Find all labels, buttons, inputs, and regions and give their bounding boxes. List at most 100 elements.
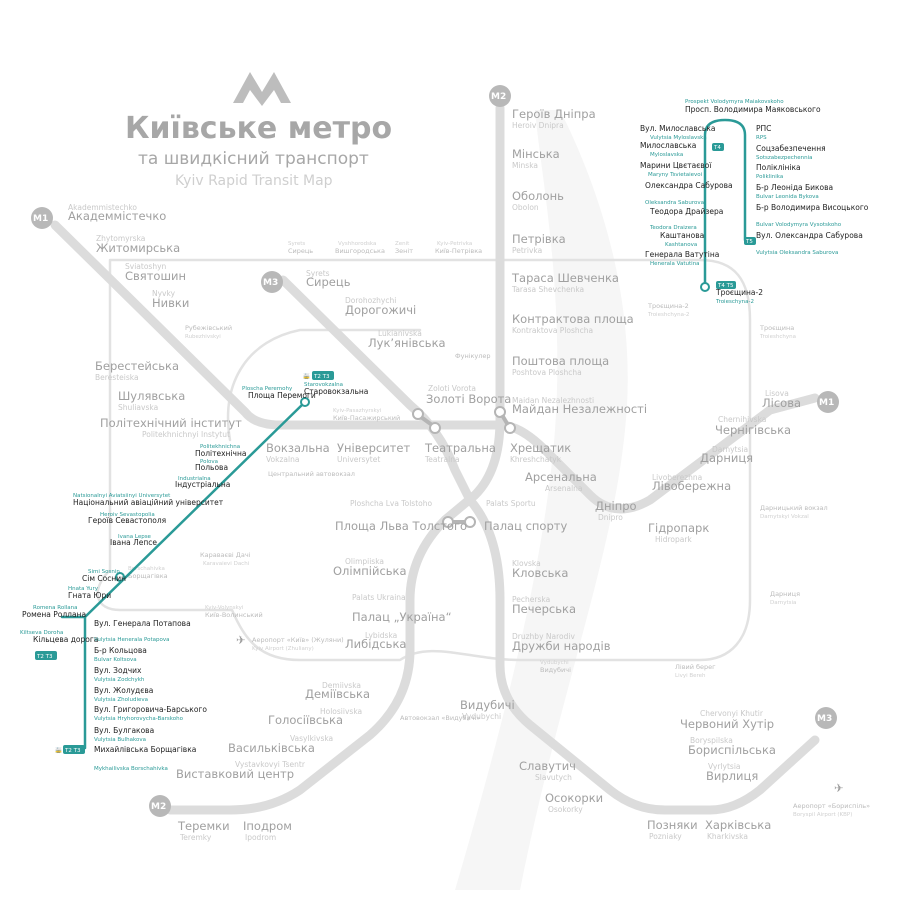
m2-station-labels: Героїв Дніпра Heroiv Dnipra Мінська Mins… bbox=[176, 107, 647, 842]
svg-text:Mykhailivska Borschahivka: Mykhailivska Borschahivka bbox=[94, 766, 168, 772]
station-label: Дарниця bbox=[700, 451, 753, 465]
svg-text:Аеропорт «Київ» (Жуляни): Аеропорт «Київ» (Жуляни) bbox=[252, 636, 344, 644]
svg-text:Виставковий центр: Виставковий центр bbox=[176, 767, 294, 781]
svg-text:Ipodrom: Ipodrom bbox=[245, 833, 276, 842]
station-label: Берестейська bbox=[95, 359, 179, 373]
station-label: Шулявська bbox=[118, 389, 185, 403]
plane-icon: ✈ bbox=[834, 781, 844, 795]
svg-text:Борщагівка: Борщагівка bbox=[128, 572, 168, 580]
station-label: Дніпро bbox=[595, 499, 637, 513]
svg-text:Іподром: Іподром bbox=[243, 819, 292, 833]
m3-line bbox=[278, 275, 820, 815]
svg-text:T4: T4 bbox=[713, 145, 721, 151]
map-subtitle: та швидкісний транспорт bbox=[138, 149, 369, 169]
svg-text:Darnytsia: Darnytsia bbox=[770, 600, 796, 606]
svg-text:Petrivka: Petrivka bbox=[512, 246, 542, 255]
svg-text:Ромена Роллана: Ромена Роллана bbox=[22, 610, 86, 619]
svg-text:Автовокзал «Видубичі»: Автовокзал «Видубичі» bbox=[400, 714, 480, 722]
svg-text:Київ-Волинський: Київ-Волинський bbox=[205, 611, 263, 619]
svg-text:Zenit: Zenit bbox=[395, 241, 410, 247]
map-subtitle-en: Kyiv Rapid Transit Map bbox=[175, 173, 333, 189]
svg-text:Slavutych: Slavutych bbox=[535, 773, 572, 782]
svg-text:Tarasa Shevchenka: Tarasa Shevchenka bbox=[511, 285, 584, 294]
svg-text:Кільцева дорога: Кільцева дорога bbox=[33, 635, 98, 644]
svg-text:Печерська: Печерська bbox=[512, 602, 576, 616]
svg-text:Соцзабезпечення: Соцзабезпечення bbox=[756, 144, 826, 153]
svg-text:Syrets: Syrets bbox=[306, 269, 330, 278]
svg-text:Starovokzalna: Starovokzalna bbox=[304, 382, 343, 388]
map-title: Київське метро bbox=[125, 111, 392, 146]
lrt-left-badge-mid: T2 T3 bbox=[35, 651, 57, 660]
svg-text:Vulytsia Bulhakova: Vulytsia Bulhakova bbox=[94, 737, 146, 743]
svg-text:RPS: RPS bbox=[756, 135, 767, 141]
svg-text:Ploscha Peremohy: Ploscha Peremohy bbox=[242, 386, 293, 392]
svg-text:Троєщина: Троєщина bbox=[759, 324, 794, 332]
svg-text:Контрактова площа: Контрактова площа bbox=[512, 312, 634, 326]
lrt-interchange bbox=[115, 572, 125, 582]
station-label: Академмістечко bbox=[68, 209, 166, 223]
svg-text:Zoloti Vorota: Zoloti Vorota bbox=[428, 384, 476, 393]
svg-text:Hidropark: Hidropark bbox=[655, 535, 692, 544]
svg-text:Видубичі: Видубичі bbox=[540, 666, 571, 674]
svg-text:Б-р Кольцова: Б-р Кольцова bbox=[94, 646, 147, 655]
svg-text:Vystavkovyi Tsentr: Vystavkovyi Tsentr bbox=[235, 760, 306, 769]
svg-text:Vyrlytsia: Vyrlytsia bbox=[708, 762, 741, 771]
svg-text:Вул. Григоровича-Барського: Вул. Григоровича-Барського bbox=[94, 705, 207, 714]
station-label: Театральна bbox=[424, 441, 496, 455]
svg-text:Національний авіаційний універ: Національний авіаційний університет bbox=[73, 498, 224, 507]
svg-text:Nyvky: Nyvky bbox=[152, 289, 176, 298]
svg-text:Teodora Draizera: Teodora Draizera bbox=[649, 225, 697, 231]
svg-text:Васильківська: Васильківська bbox=[228, 741, 315, 755]
svg-text:Polova: Polova bbox=[200, 459, 218, 465]
svg-text:Генерала Ватутіна: Генерала Ватутіна bbox=[645, 250, 719, 259]
city-rail-labels: Сирець Syrets Вишгородська Vyshhorodska … bbox=[128, 241, 828, 679]
svg-text:Bulvar Leonida Bykova: Bulvar Leonida Bykova bbox=[756, 194, 819, 200]
station-label: Університет bbox=[337, 441, 410, 455]
svg-text:Kiltseva Doroha: Kiltseva Doroha bbox=[20, 630, 63, 636]
svg-text:Вул. Генерала Потапова: Вул. Генерала Потапова bbox=[94, 619, 191, 628]
svg-text:Петрівка: Петрівка bbox=[512, 232, 566, 246]
svg-text:Vulytsia Oleksandra Saburova: Vulytsia Oleksandra Saburova bbox=[756, 250, 838, 256]
transfer-connectors bbox=[412, 406, 516, 528]
svg-text:Kashtanova: Kashtanova bbox=[665, 242, 697, 248]
svg-text:Осокорки: Осокорки bbox=[545, 791, 603, 805]
svg-text:Теодора Драйзера: Теодора Драйзера bbox=[649, 207, 723, 216]
lrt-left-badge-bottom: 🚋 T2 T3 bbox=[55, 745, 85, 754]
svg-text:Kyiv-Petrivka: Kyiv-Petrivka bbox=[437, 241, 472, 247]
svg-text:Вул. Милославська: Вул. Милославська bbox=[640, 124, 715, 133]
svg-text:Heroiv Sevastopolia: Heroiv Sevastopolia bbox=[100, 512, 155, 518]
station-label: Лісова bbox=[762, 396, 801, 410]
svg-text:Myloslavska: Myloslavska bbox=[650, 152, 683, 158]
svg-text:Поліклініка: Поліклініка bbox=[756, 163, 801, 172]
svg-text:T2 T3: T2 T3 bbox=[313, 374, 330, 380]
svg-text:Тараса Шевченка: Тараса Шевченка bbox=[511, 271, 619, 285]
svg-text:Ivana Lepse: Ivana Lepse bbox=[118, 534, 152, 540]
svg-text:Holosiivska: Holosiivska bbox=[320, 707, 362, 716]
svg-text:Троєщина-2: Троєщина-2 bbox=[715, 288, 763, 297]
svg-text:Dnipro: Dnipro bbox=[598, 513, 623, 522]
m1-badge-east: M1 bbox=[817, 391, 839, 413]
svg-text:Troieschyna-2: Troieschyna-2 bbox=[715, 299, 754, 305]
svg-text:Minska: Minska bbox=[512, 161, 538, 170]
svg-text:Boryspil Airport (KBP): Boryspil Airport (KBP) bbox=[793, 812, 852, 818]
svg-text:Лук’янівська: Лук’янівська bbox=[368, 336, 446, 350]
svg-text:Площа Льва Толстого: Площа Льва Толстого bbox=[335, 519, 467, 533]
city-rail-inner bbox=[226, 328, 422, 442]
svg-text:Деміївська: Деміївська bbox=[305, 687, 370, 701]
svg-text:Михайлівська Борщагівка: Михайлівська Борщагівка bbox=[94, 745, 196, 754]
svg-text:Osokorky: Osokorky bbox=[548, 805, 583, 814]
svg-text:Б-р Володимира Висоцького: Б-р Володимира Висоцького bbox=[756, 203, 869, 212]
svg-text:Мінська: Мінська bbox=[512, 147, 560, 161]
svg-text:Troieshchyna-2: Troieshchyna-2 bbox=[647, 312, 689, 318]
svg-text:Майдан Незалежності: Майдан Незалежності bbox=[512, 402, 647, 416]
svg-text:Kyiv Airport (Zhuliany): Kyiv Airport (Zhuliany) bbox=[252, 646, 314, 652]
svg-text:Boryspilska: Boryspilska bbox=[690, 736, 733, 745]
svg-text:Kyiv-Volynskyi: Kyiv-Volynskyi bbox=[205, 605, 244, 611]
tram-icon: 🚋 bbox=[55, 747, 62, 754]
svg-text:Вирлиця: Вирлиця bbox=[706, 769, 758, 783]
airport-zhuliany: ✈ Аеропорт «Київ» (Жуляни) Kyiv Airport … bbox=[236, 633, 344, 652]
svg-text:Teremky: Teremky bbox=[179, 833, 212, 842]
station-label: Чернігівська bbox=[715, 423, 791, 437]
svg-text:Фунікулер: Фунікулер bbox=[455, 352, 491, 360]
svg-text:Druzhby Narodiv: Druzhby Narodiv bbox=[512, 632, 575, 641]
